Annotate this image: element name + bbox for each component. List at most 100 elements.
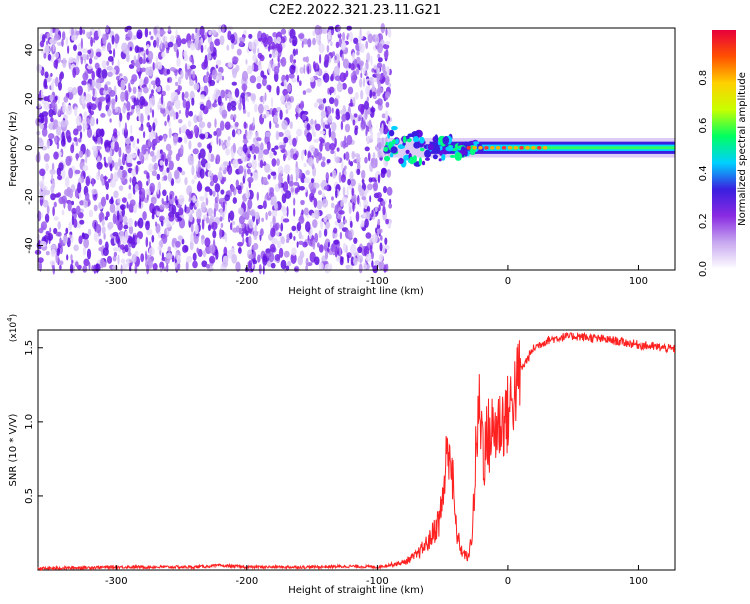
- noise-speckle: [109, 147, 113, 157]
- noise-speckle: [323, 228, 328, 237]
- noise-speckle: [213, 207, 216, 218]
- noise-speckle: [227, 249, 234, 259]
- noise-speckle: [140, 47, 144, 52]
- noise-speckle: [267, 35, 273, 46]
- noise-speckle: [159, 30, 166, 35]
- noise-speckle: [207, 224, 212, 231]
- noise-speckle: [47, 53, 52, 61]
- noise-speckle: [347, 86, 354, 95]
- noise-speckle: [320, 161, 326, 168]
- noise-speckle: [289, 64, 296, 75]
- noise-speckle: [370, 251, 374, 260]
- noise-speckle: [368, 119, 372, 130]
- noise-speckle: [378, 204, 381, 212]
- signal-blob: [420, 147, 425, 152]
- noise-speckle: [237, 241, 244, 247]
- noise-speckle: [189, 56, 192, 62]
- noise-speckle: [125, 36, 131, 41]
- noise-speckle: [231, 43, 235, 50]
- noise-speckle: [265, 131, 271, 138]
- noise-speckle: [341, 113, 347, 123]
- noise-speckle: [264, 163, 271, 173]
- noise-speckle: [181, 91, 185, 101]
- noise-speckle: [361, 169, 366, 180]
- noise-speckle: [356, 50, 360, 56]
- noise-speckle: [175, 81, 179, 87]
- noise-speckle: [193, 114, 198, 124]
- noise-speckle: [347, 178, 351, 186]
- noise-speckle: [109, 163, 113, 172]
- noise-speckle: [270, 200, 274, 206]
- noise-speckle: [333, 227, 338, 234]
- noise-speckle: [90, 36, 93, 47]
- noise-speckle: [88, 209, 93, 218]
- noise-speckle: [56, 247, 60, 257]
- noise-speckle: [222, 144, 225, 150]
- noise-speckle: [301, 113, 307, 121]
- noise-speckle: [86, 117, 90, 124]
- noise-speckle: [376, 89, 381, 97]
- noise-speckle: [77, 86, 83, 91]
- noise-speckle: [307, 38, 312, 48]
- noise-speckle: [334, 97, 339, 107]
- signal-hotspot: [537, 146, 542, 150]
- noise-speckle: [62, 102, 66, 114]
- noise-speckle: [49, 227, 52, 233]
- noise-speckle: [276, 158, 280, 167]
- noise-speckle: [298, 240, 304, 245]
- noise-speckle: [184, 204, 187, 213]
- noise-speckle: [47, 232, 54, 241]
- noise-speckle: [119, 244, 125, 250]
- noise-speckle: [91, 188, 98, 195]
- noise-speckle: [247, 65, 253, 75]
- noise-speckle: [132, 140, 136, 149]
- noise-speckle: [252, 259, 258, 265]
- snr-y-label: SNR (10 * V/V): [8, 413, 19, 486]
- noise-speckle: [65, 155, 72, 167]
- noise-speckle: [316, 34, 320, 45]
- noise-speckle: [276, 240, 282, 249]
- colorbar-label: Normalized spectral amplitude: [737, 72, 748, 226]
- noise-speckle: [50, 100, 56, 109]
- noise-speckle: [181, 38, 187, 45]
- noise-speckle: [297, 74, 300, 83]
- noise-speckle: [345, 151, 350, 161]
- noise-speckle: [121, 197, 127, 203]
- noise-speckle: [49, 168, 56, 175]
- noise-speckle: [305, 56, 309, 63]
- noise-speckle: [58, 162, 64, 172]
- noise-speckle: [314, 256, 320, 266]
- y-tick-label: 20: [24, 93, 35, 106]
- noise-speckle: [270, 171, 277, 176]
- noise-speckle: [57, 95, 60, 104]
- noise-speckle: [175, 36, 182, 48]
- noise-speckle: [341, 53, 345, 62]
- noise-speckle: [291, 77, 297, 83]
- noise-speckle: [368, 76, 375, 86]
- noise-speckle: [329, 97, 335, 105]
- noise-speckle: [152, 122, 156, 132]
- noise-speckle: [158, 240, 164, 248]
- noise-speckle: [100, 196, 107, 207]
- snr-x-label: Height of straight line (km): [288, 585, 424, 596]
- noise-speckle: [105, 94, 111, 103]
- noise-speckle: [168, 127, 172, 139]
- noise-speckle: [226, 140, 231, 148]
- x-tick-label: -200: [236, 576, 259, 587]
- noise-speckle: [132, 35, 137, 40]
- noise-speckle: [112, 255, 117, 262]
- noise-speckle: [41, 127, 48, 137]
- noise-speckle: [38, 227, 44, 234]
- noise-speckle: [279, 109, 283, 120]
- noise-speckle: [249, 145, 253, 151]
- noise-speckle: [174, 99, 181, 110]
- noise-speckle: [322, 98, 327, 104]
- noise-speckle: [77, 51, 82, 56]
- noise-speckle: [363, 262, 367, 271]
- noise-speckle: [81, 95, 86, 105]
- noise-speckle: [151, 155, 157, 163]
- noise-speckle: [330, 73, 334, 81]
- noise-speckle: [360, 120, 367, 130]
- noise-speckle: [316, 98, 323, 104]
- noise-speckle: [312, 239, 316, 250]
